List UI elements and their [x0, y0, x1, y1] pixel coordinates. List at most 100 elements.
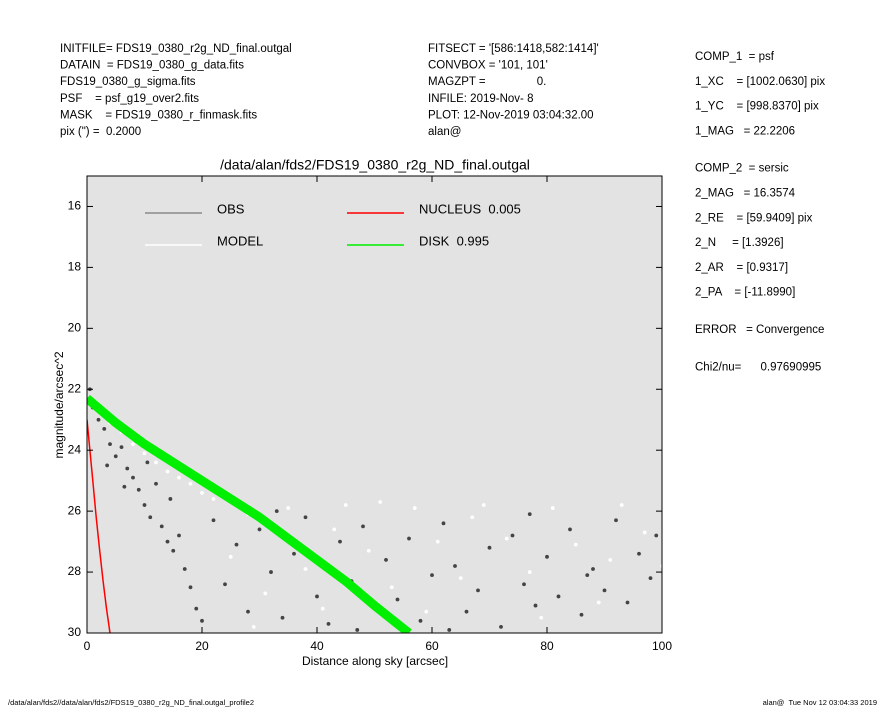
point	[602, 588, 607, 593]
point	[119, 445, 124, 450]
point	[102, 426, 107, 431]
header-middle-line: PLOT: 12-Nov-2019 03:04:32.00	[428, 109, 594, 121]
header-middle-line: CONVBOX = '101, 101'	[428, 60, 548, 72]
point	[326, 621, 331, 626]
point	[211, 518, 216, 523]
y-tick-label: 20	[68, 321, 82, 335]
point	[378, 500, 383, 504]
point	[234, 542, 239, 547]
point	[269, 570, 273, 574]
profile-line	[87, 394, 412, 633]
point	[122, 484, 127, 489]
point	[550, 506, 555, 510]
point	[361, 524, 365, 529]
fit-parameter: 2_MAG = 16.3574	[695, 188, 796, 200]
point	[573, 542, 578, 547]
header-middle-line: FITSECT = '[586:1418,582:1414]'	[428, 43, 599, 55]
point	[280, 615, 285, 620]
point	[568, 527, 572, 532]
fit-parameter: 1_XC = [1002.0630] pix	[695, 76, 825, 88]
point	[338, 539, 342, 544]
point	[251, 625, 256, 629]
y-tick-label: 22	[68, 381, 82, 395]
point	[228, 554, 233, 559]
fit-parameter: COMP_2 = sersic	[695, 163, 789, 175]
point	[136, 487, 141, 492]
footer-path: /data/alan/fds2//data/alan/fds2/FDS19_03…	[8, 698, 254, 707]
point	[407, 536, 411, 541]
plot-data	[87, 387, 662, 633]
point	[96, 417, 101, 422]
point	[113, 454, 118, 459]
point	[435, 539, 440, 544]
point	[177, 475, 181, 480]
point	[223, 582, 227, 587]
point	[447, 628, 452, 632]
point	[142, 503, 147, 507]
point	[286, 506, 291, 510]
point	[545, 554, 549, 559]
point	[458, 576, 463, 581]
header-middle-line: INFILE: 2019-Nov- 8	[428, 93, 533, 105]
point	[464, 609, 469, 614]
point	[527, 512, 532, 517]
point	[188, 585, 193, 590]
point	[165, 539, 170, 544]
header-left-line: DATAIN = FDS19_0380_g_data.fits	[60, 60, 244, 72]
legend-label: MODEL	[217, 233, 263, 248]
point	[384, 557, 388, 562]
point	[412, 506, 417, 510]
point	[211, 497, 216, 501]
x-tick-label: 40	[310, 639, 324, 653]
point	[556, 594, 561, 599]
legend-label: OBS	[217, 201, 245, 216]
point	[303, 567, 308, 571]
point	[355, 628, 360, 632]
fit-parameter: COMP_1 = psf	[695, 51, 775, 63]
point	[257, 527, 262, 532]
point	[366, 548, 371, 553]
point	[131, 442, 135, 447]
point	[142, 451, 147, 456]
y-axis-label: magnitude/arcsec^2	[52, 351, 66, 458]
point	[263, 591, 268, 596]
x-tick-label: 20	[195, 639, 209, 653]
point	[625, 600, 630, 605]
plot-frame	[86, 175, 663, 634]
point	[395, 597, 400, 602]
point	[579, 612, 584, 617]
point	[481, 503, 486, 507]
point	[148, 515, 153, 520]
y-tick-label: 18	[68, 260, 82, 274]
x-tick-label: 60	[425, 639, 439, 653]
point	[591, 567, 595, 571]
point	[177, 533, 181, 538]
point	[430, 573, 434, 578]
point	[424, 609, 429, 614]
y-tick-label: 30	[68, 625, 82, 639]
point	[619, 503, 624, 507]
point	[453, 564, 457, 568]
point	[614, 518, 618, 523]
point	[108, 442, 112, 447]
point	[246, 609, 250, 614]
point	[165, 469, 170, 474]
fit-parameter: 1_MAG = 22.2206	[695, 125, 795, 137]
fit-parameter: Chi2/nu= 0.97690995	[695, 361, 821, 373]
x-tick-label: 100	[652, 639, 672, 653]
point	[522, 582, 526, 587]
point	[389, 585, 394, 590]
header-left-line: PSF = psf_g19_over2.fits	[60, 93, 199, 105]
legend-label: DISK 0.995	[419, 233, 489, 248]
point	[441, 521, 446, 526]
point	[182, 567, 187, 571]
point	[470, 515, 475, 520]
point	[504, 536, 509, 541]
point	[194, 606, 199, 611]
point	[171, 548, 176, 553]
profile-line	[87, 419, 111, 633]
point	[154, 460, 158, 465]
point	[533, 603, 538, 608]
